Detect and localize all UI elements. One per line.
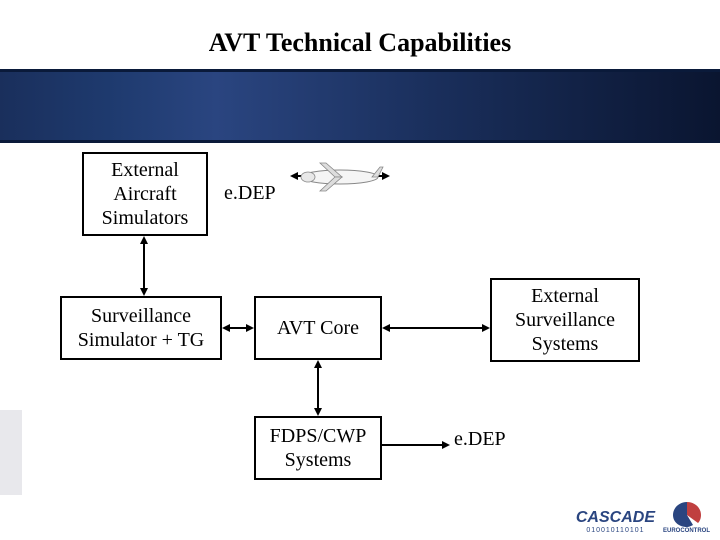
title-text: AVT Technical Capabilities xyxy=(209,28,511,57)
cascade-logo-text: CASCADE xyxy=(576,509,655,526)
eurocontrol-logo: EUROCONTROL xyxy=(663,500,710,534)
node-label: External Surveillance Systems xyxy=(515,284,615,356)
arrow-core-to-ext-surv xyxy=(382,322,490,334)
label-edep-bottom: e.DEP xyxy=(454,428,506,451)
node-external-aircraft-simulators: External Aircraft Simulators xyxy=(82,152,208,236)
node-avt-core: AVT Core xyxy=(254,296,382,360)
aircraft-icon xyxy=(290,155,390,200)
node-label: FDPS/CWP Systems xyxy=(270,424,367,472)
page-title: AVT Technical Capabilities xyxy=(0,28,720,58)
side-tab xyxy=(0,410,22,495)
node-label: Surveillance Simulator + TG xyxy=(78,304,204,352)
eurocontrol-logo-text: EUROCONTROL xyxy=(663,528,710,534)
header-banner xyxy=(0,72,720,140)
node-surveillance-simulator: Surveillance Simulator + TG xyxy=(60,296,222,360)
label-text: e.DEP xyxy=(454,428,506,450)
label-text: e.DEP xyxy=(224,182,276,204)
arrow-core-to-fdps xyxy=(312,360,324,416)
arrow-fdps-to-edep xyxy=(382,439,450,451)
node-fdps-cwp-systems: FDPS/CWP Systems xyxy=(254,416,382,480)
logo-area: CASCADE 010010110101 EUROCONTROL xyxy=(576,500,710,534)
node-label: AVT Core xyxy=(277,316,359,340)
label-edep-top: e.DEP xyxy=(224,182,276,205)
node-external-surveillance-systems: External Surveillance Systems xyxy=(490,278,640,362)
arrow-ext-aircraft-to-surv xyxy=(138,236,150,296)
cascade-logo: CASCADE 010010110101 xyxy=(576,509,655,534)
node-label: External Aircraft Simulators xyxy=(102,158,189,230)
arrow-surv-to-core xyxy=(222,322,254,334)
